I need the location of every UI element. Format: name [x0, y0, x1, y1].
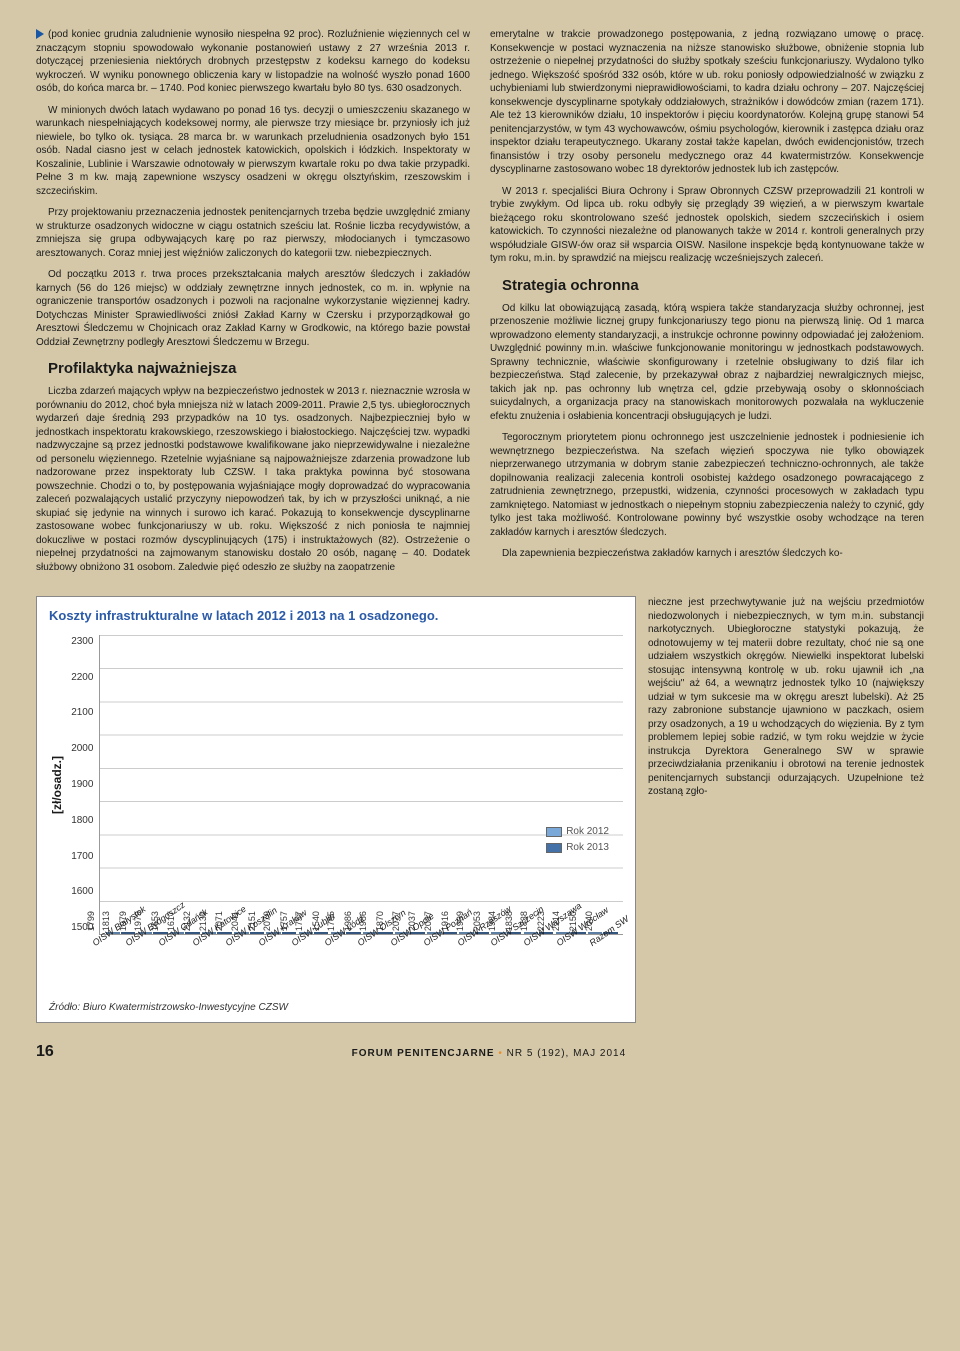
- section-heading: Profilaktyka najważniejsza: [48, 359, 470, 379]
- page-number: 16: [36, 1041, 54, 1063]
- body-para: Tegorocznym priorytetem pionu ochronnego…: [490, 431, 924, 539]
- chart-container: Koszty infrastrukturalne w latach 2012 i…: [36, 596, 636, 1023]
- bar-value: 1799: [85, 911, 97, 931]
- legend-row: Rok 2013: [546, 841, 609, 855]
- page-footer: 16 FORUM PENITENCJARNE • NR 5 (192), MAJ…: [36, 1041, 924, 1063]
- journal-name: FORUM PENITENCJARNE: [352, 1048, 495, 1059]
- y-tick: 2200: [71, 671, 93, 685]
- y-tick: 2000: [71, 742, 93, 756]
- body-para: Przy projektowaniu przeznaczenia jednost…: [36, 206, 470, 260]
- body-para: W minionych dwóch latach wydawano po pon…: [36, 104, 470, 199]
- body-para: Liczba zdarzeń mających wpływ na bezpiec…: [36, 385, 470, 574]
- y-axis-ticks: 230022002100200019001800170016001500: [71, 635, 99, 935]
- body-para: Dla zapewnienia bezpieczeństwa zakładów …: [490, 547, 924, 561]
- body-para: emerytalne w trakcie prowadzonego postęp…: [490, 28, 924, 177]
- y-tick: 1800: [71, 814, 93, 828]
- legend-label: Rok 2012: [566, 825, 609, 839]
- y-tick: 2300: [71, 635, 93, 649]
- body-para: (pod koniec grudnia zaludnienie wynosiło…: [36, 28, 470, 96]
- body-para: Od kilku lat obowiązującą zasadą, którą …: [490, 302, 924, 424]
- left-column: (pod koniec grudnia zaludnienie wynosiło…: [36, 28, 470, 582]
- y-tick: 1600: [71, 885, 93, 899]
- body-para: Od początku 2013 r. trwa proces przekszt…: [36, 268, 470, 349]
- right-column: emerytalne w trakcie prowadzonego postęp…: [490, 28, 924, 582]
- chart-title: Koszty infrastrukturalne w latach 2012 i…: [49, 607, 623, 625]
- y-tick: 2100: [71, 706, 93, 720]
- chart-source: Źródło: Biuro Kwatermistrzowsko-Inwestyc…: [49, 1001, 623, 1015]
- legend-row: Rok 2012: [546, 825, 609, 839]
- continuation-arrow-icon: [36, 29, 44, 39]
- separator-icon: •: [498, 1048, 503, 1059]
- chart-legend: Rok 2012 Rok 2013: [546, 825, 609, 858]
- y-tick: 1900: [71, 778, 93, 792]
- x-axis-labels: OISW BiałystokOISW BydgoszczOISW GdańskO…: [49, 935, 623, 995]
- section-heading: Strategia ochronna: [502, 276, 924, 296]
- issue-info: NR 5 (192), MAJ 2014: [507, 1048, 627, 1059]
- chart-plot: 1799181319791979165316172132213220712041…: [99, 635, 623, 935]
- y-axis-label: [zł/osadz.]: [49, 756, 65, 814]
- legend-swatch: [546, 843, 562, 853]
- body-para: W 2013 r. specjaliści Biura Ochrony i Sp…: [490, 185, 924, 266]
- legend-swatch: [546, 827, 562, 837]
- y-tick: 1700: [71, 850, 93, 864]
- legend-label: Rok 2013: [566, 841, 609, 855]
- side-column: nieczne jest przechwytywanie już na wejś…: [648, 596, 924, 799]
